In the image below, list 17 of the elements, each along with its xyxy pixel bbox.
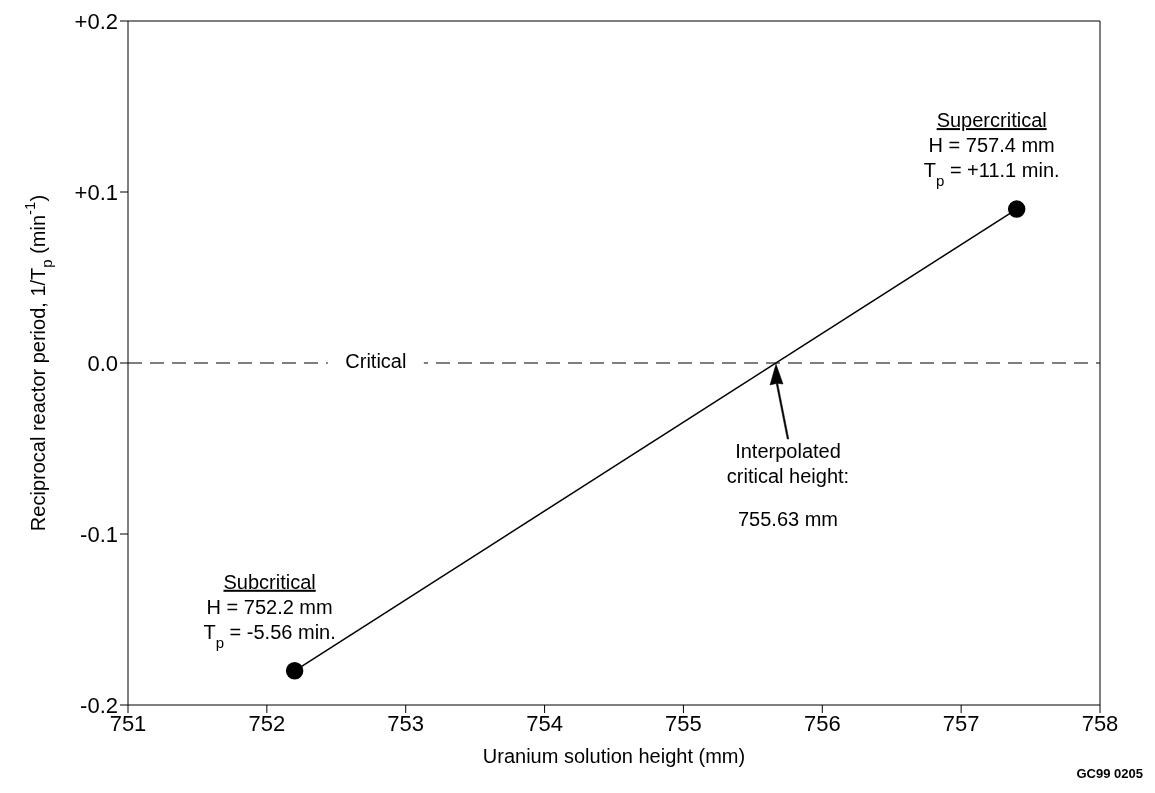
x-tick-label: 758 xyxy=(1081,710,1119,736)
annotation: Interpolated critical height: 755.63 mm xyxy=(726,440,850,530)
x-axis-title: Uranium solution height (mm) xyxy=(482,745,746,767)
ref-line-label: Critical xyxy=(345,350,407,373)
x-tick-label: 754 xyxy=(526,710,563,736)
y-tick-label: +0.2 xyxy=(74,8,118,34)
y-tick-label: -0.1 xyxy=(80,521,118,547)
annotation: Supercritical H = 757.4 mm T$_{p}$ = +11.1 min. xyxy=(923,109,1060,189)
text: GC99 0205 xyxy=(1076,766,1143,781)
x-tick-label: 752 xyxy=(248,710,286,736)
annotation: Subcritical H = 752.2 mm T$_{p}$ = -5.56 min. xyxy=(203,570,336,651)
x-tick-label: 756 xyxy=(803,710,841,736)
x-tick-label: 757 xyxy=(942,710,980,736)
y-tick-label: 0.0 xyxy=(87,350,118,376)
x-tick-label: 753 xyxy=(387,710,425,736)
x-tick-label: 755 xyxy=(665,710,702,736)
y-tick-label: +0.1 xyxy=(74,179,118,205)
